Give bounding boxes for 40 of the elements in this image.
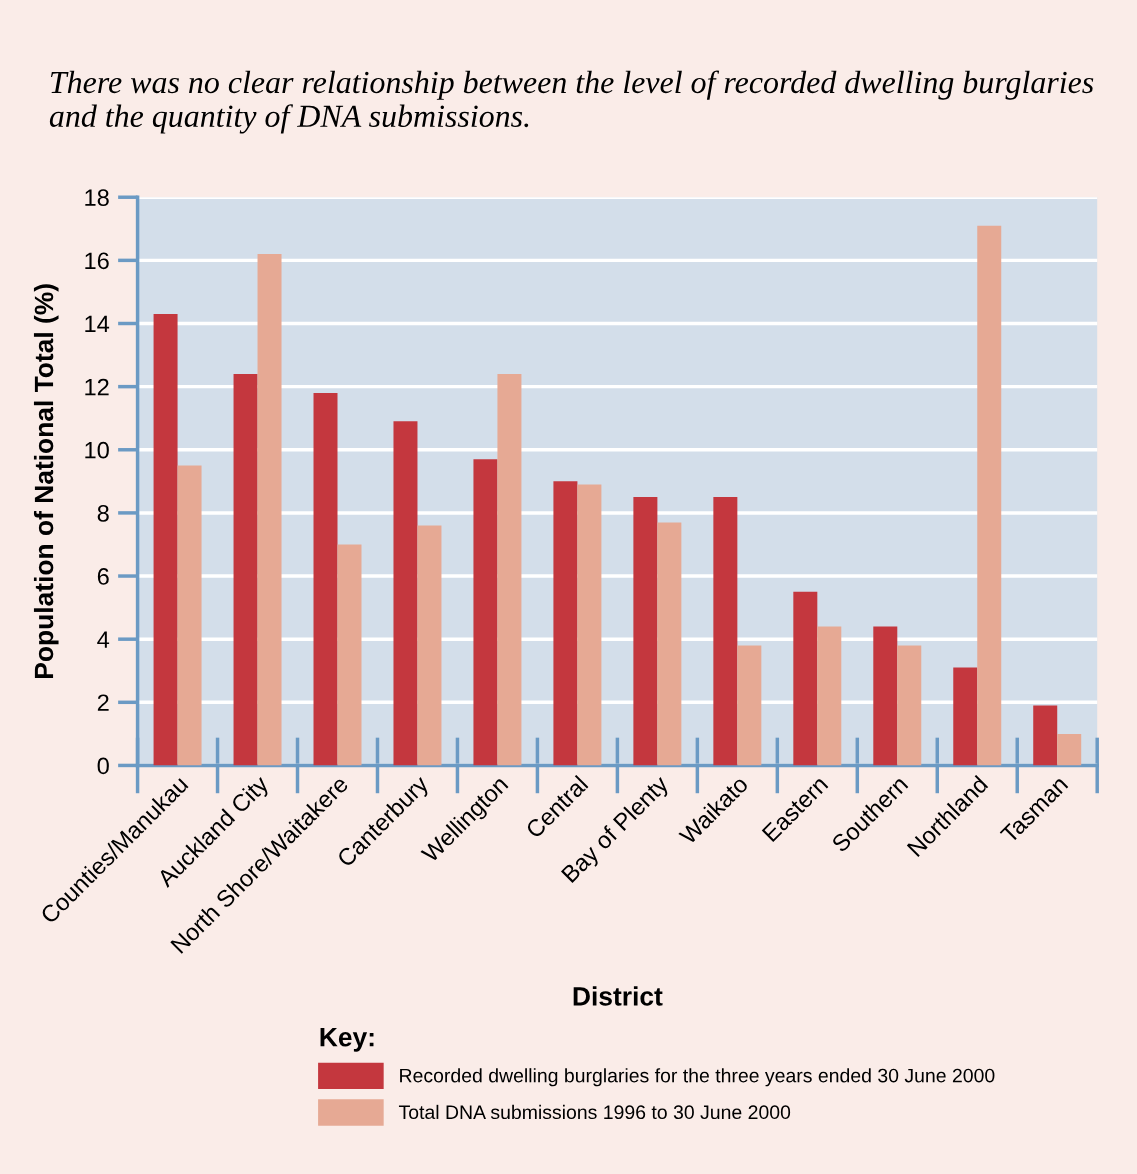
y-axis-title: Population of National Total (%): [33, 284, 59, 678]
y-tick-label: 18: [85, 189, 109, 207]
bar: [1057, 733, 1082, 766]
bar: [177, 465, 202, 766]
y-tick-label: 2: [97, 694, 109, 711]
legend-title: Key:: [320, 1028, 374, 1052]
x-axis-title: District: [573, 986, 663, 1006]
legend-label: Total DNA submissions 1996 to 30 June 2000: [398, 1104, 791, 1120]
y-tick-label: 14: [85, 315, 110, 333]
bar: [897, 645, 922, 766]
bar: [977, 225, 1002, 766]
bar: [873, 626, 898, 766]
bar: [153, 314, 178, 766]
y-tick-label: 6: [97, 568, 109, 585]
bar: [577, 484, 602, 766]
bar: [257, 254, 282, 766]
bar: [817, 626, 842, 766]
bar: [793, 591, 818, 766]
y-tick-label: 0: [97, 757, 109, 775]
bar: [1033, 705, 1058, 766]
bar: [313, 392, 338, 766]
bar: [953, 667, 978, 766]
bar: [737, 645, 762, 766]
chart-title: There was no clear relationship between the level of recorded dwelling burglaries and the quantity of DNA submissions.: [49, 70, 1094, 134]
bar: [337, 544, 362, 766]
y-tick-label: 10: [85, 441, 109, 459]
bar: [713, 497, 738, 766]
y-tick-label: 12: [85, 378, 109, 396]
bar: [233, 374, 258, 766]
bar: [633, 497, 658, 766]
y-tick-label: 4: [97, 631, 110, 648]
legend-label: Recorded dwelling burglaries for the three years ended 30 June 2000: [400, 1068, 995, 1087]
bar: [417, 525, 442, 766]
bar: [393, 421, 418, 766]
bar: [553, 481, 578, 766]
y-tick-label: 16: [85, 252, 109, 270]
y-tick-label: 8: [97, 504, 109, 522]
bar: [657, 522, 682, 766]
bar: [473, 459, 498, 766]
bar: [497, 374, 522, 766]
